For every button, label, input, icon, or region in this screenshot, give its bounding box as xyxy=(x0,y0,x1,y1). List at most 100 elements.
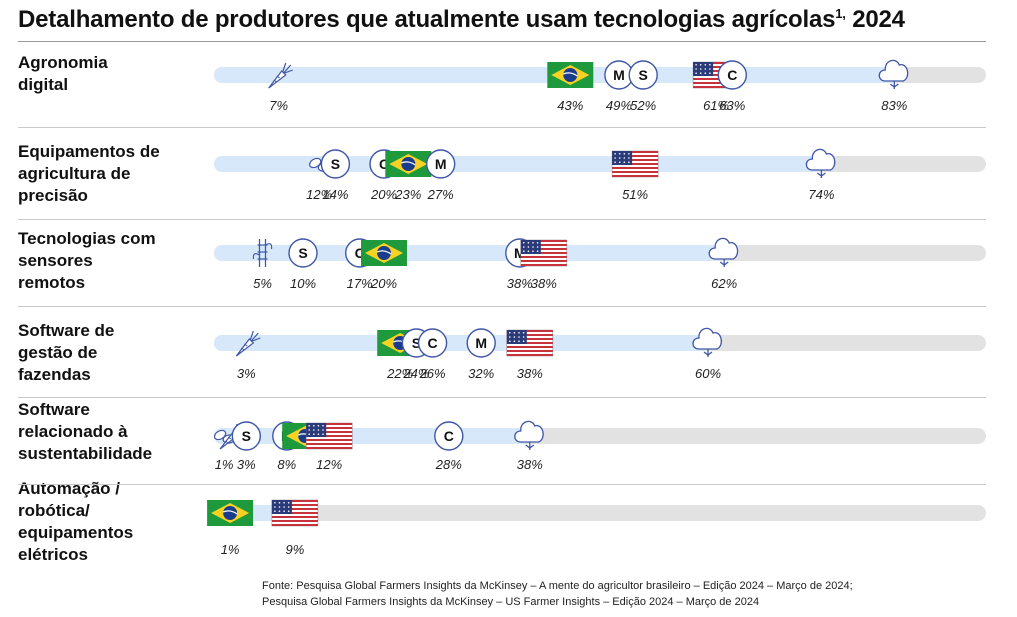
marker-S: S xyxy=(320,149,351,179)
value-label: 24% xyxy=(403,366,430,381)
value-label: 63% xyxy=(719,98,746,113)
value-label: 28% xyxy=(435,457,462,472)
value-label: 12% xyxy=(306,187,333,202)
row-label-line: equipamentos xyxy=(18,523,134,542)
row-label-line: Equipamentos de xyxy=(18,142,160,161)
value-label: 38% xyxy=(516,366,543,381)
marker-C: C xyxy=(417,328,448,358)
chart-title: Detalhamento de produtores que atualment… xyxy=(18,6,905,34)
row-label-line: Tecnologias com xyxy=(18,229,156,248)
svg-text:C: C xyxy=(444,428,454,444)
value-label: 38% xyxy=(516,457,543,472)
row-label-line: sustentabilidade xyxy=(18,444,153,463)
bar-fill xyxy=(214,428,530,444)
marker-cotton xyxy=(878,59,909,89)
value-label: 43% xyxy=(557,98,584,113)
row-label-line: sensores xyxy=(18,251,93,270)
svg-text:S: S xyxy=(331,156,340,172)
marker-M: M xyxy=(426,149,456,179)
source-line-1: Fonte: Pesquisa Global Farmers Insights … xyxy=(262,580,853,592)
marker-brazil xyxy=(361,240,407,266)
row-label: Automação / robótica/equipamentos elétrico… xyxy=(18,478,133,566)
marker-brazil xyxy=(385,151,432,177)
value-label: 26% xyxy=(419,366,446,381)
title-footnote: 1, xyxy=(835,6,846,21)
row-label: Software de gestão de fazendas xyxy=(18,320,114,386)
row-label-line: fazendas xyxy=(18,365,91,384)
row-label-line: remotos xyxy=(18,273,86,292)
svg-text:M: M xyxy=(435,156,447,172)
value-label: 3% xyxy=(236,457,256,472)
marker-S: S xyxy=(628,60,658,90)
marker-usa xyxy=(611,150,659,178)
bar-track xyxy=(214,505,986,521)
svg-text:M: M xyxy=(514,245,526,261)
value-label: 9% xyxy=(285,542,305,557)
bar-fill xyxy=(214,335,708,351)
value-label: 23% xyxy=(395,187,422,202)
value-label: 12% xyxy=(316,457,343,472)
row-label-line: precisão xyxy=(18,186,88,205)
row-label-line: Software de xyxy=(18,321,115,340)
row-separator xyxy=(18,484,986,485)
value-label: 83% xyxy=(881,98,908,113)
row-label-line: agricultura de xyxy=(18,164,131,183)
row-label: Equipamentos de agricultura de precisão xyxy=(18,141,160,207)
bar-fill xyxy=(214,245,725,261)
marker-usa xyxy=(506,329,554,357)
svg-text:S: S xyxy=(298,245,307,261)
marker-S: S xyxy=(231,421,262,451)
row-label: Agronomia digital xyxy=(18,52,108,96)
marker-cotton xyxy=(805,148,836,178)
value-label: 61% xyxy=(703,98,730,113)
svg-text:S: S xyxy=(639,67,648,83)
value-label: 3% xyxy=(236,366,256,381)
marker-usa xyxy=(305,422,353,450)
value-label: 38% xyxy=(506,276,533,291)
marker-S: S xyxy=(288,238,318,268)
marker-usa xyxy=(520,239,568,267)
value-label: 5% xyxy=(253,276,272,291)
row-label-line: elétricos xyxy=(18,545,88,564)
value-label: 10% xyxy=(289,276,317,291)
svg-text:C: C xyxy=(355,245,365,261)
row-separator xyxy=(18,127,986,128)
value-label: 1% xyxy=(220,542,240,557)
row-label-line: gestão de xyxy=(18,343,98,362)
bar-fill xyxy=(214,156,822,172)
row-separator xyxy=(18,397,986,398)
marker-brazil xyxy=(207,500,254,526)
value-label: 49% xyxy=(605,98,632,113)
svg-text:M: M xyxy=(613,67,625,83)
marker-C: C xyxy=(717,60,747,90)
value-label: 1% xyxy=(214,457,234,472)
svg-text:M: M xyxy=(475,335,487,351)
svg-text:S: S xyxy=(412,335,421,351)
row-label: Tecnologias com sensores remotos xyxy=(18,228,156,294)
marker-carrot xyxy=(235,330,261,357)
title-divider xyxy=(18,41,986,42)
row-separator xyxy=(18,219,986,220)
marker-cotton xyxy=(514,420,544,450)
source-line-2: Pesquisa Global Farmers Insights da McKi… xyxy=(262,596,760,608)
value-label: 51% xyxy=(622,187,649,202)
marker-C: C xyxy=(434,421,464,451)
value-label: 20% xyxy=(370,187,398,202)
marker-carrot xyxy=(268,62,293,89)
row-label-line: digital xyxy=(18,75,69,94)
value-label: 74% xyxy=(808,187,835,202)
svg-text:C: C xyxy=(727,67,737,83)
marker-brazil xyxy=(547,62,594,88)
marker-cotton xyxy=(708,237,739,267)
value-label: 22% xyxy=(387,366,414,381)
marker-usa xyxy=(271,499,319,527)
value-label: 62% xyxy=(711,276,738,291)
row-label-line: robótica/ xyxy=(18,501,90,520)
value-label: 7% xyxy=(269,98,289,113)
value-label: 60% xyxy=(694,366,722,381)
value-label: 38% xyxy=(530,276,557,291)
value-label: 52% xyxy=(630,98,657,113)
chart-title-text: Detalhamento de produtores que atualment… xyxy=(18,6,836,33)
row-label-line: Agronomia xyxy=(18,53,108,72)
